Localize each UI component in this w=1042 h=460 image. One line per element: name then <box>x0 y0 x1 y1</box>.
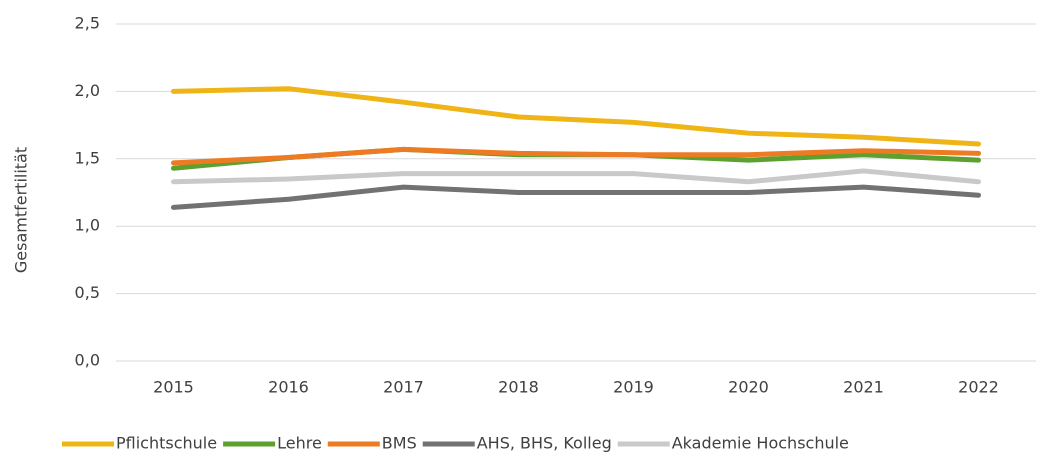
series-line <box>171 86 981 147</box>
y-axis-label: Gesamtfertilität <box>12 147 31 273</box>
x-tick-label: 2022 <box>958 378 999 397</box>
x-tick-label: 2017 <box>383 378 424 397</box>
legend-label: BMS <box>382 434 417 453</box>
series-line <box>171 184 981 210</box>
legend-label: Lehre <box>277 434 322 453</box>
series-line <box>171 146 981 166</box>
y-tick-label: 2,5 <box>75 14 100 33</box>
x-tick-label: 2018 <box>498 378 539 397</box>
y-tick-label: 1,5 <box>75 148 100 167</box>
x-tick-label: 2019 <box>613 378 654 397</box>
legend-label: Pflichtschule <box>116 434 217 453</box>
y-tick-label: 0,0 <box>75 351 100 370</box>
legend-label: AHS, BHS, Kolleg <box>477 434 612 453</box>
x-tick-label: 2015 <box>153 378 194 397</box>
x-tick-label: 2021 <box>843 378 884 397</box>
x-tick-label: 2016 <box>268 378 309 397</box>
x-tick-label: 2020 <box>728 378 769 397</box>
y-tick-label: 0,5 <box>75 283 100 302</box>
series-line <box>171 168 981 185</box>
legend-label: Akademie Hochschule <box>672 434 849 453</box>
y-tick-label: 2,0 <box>75 81 100 100</box>
y-tick-label: 1,0 <box>75 216 100 235</box>
